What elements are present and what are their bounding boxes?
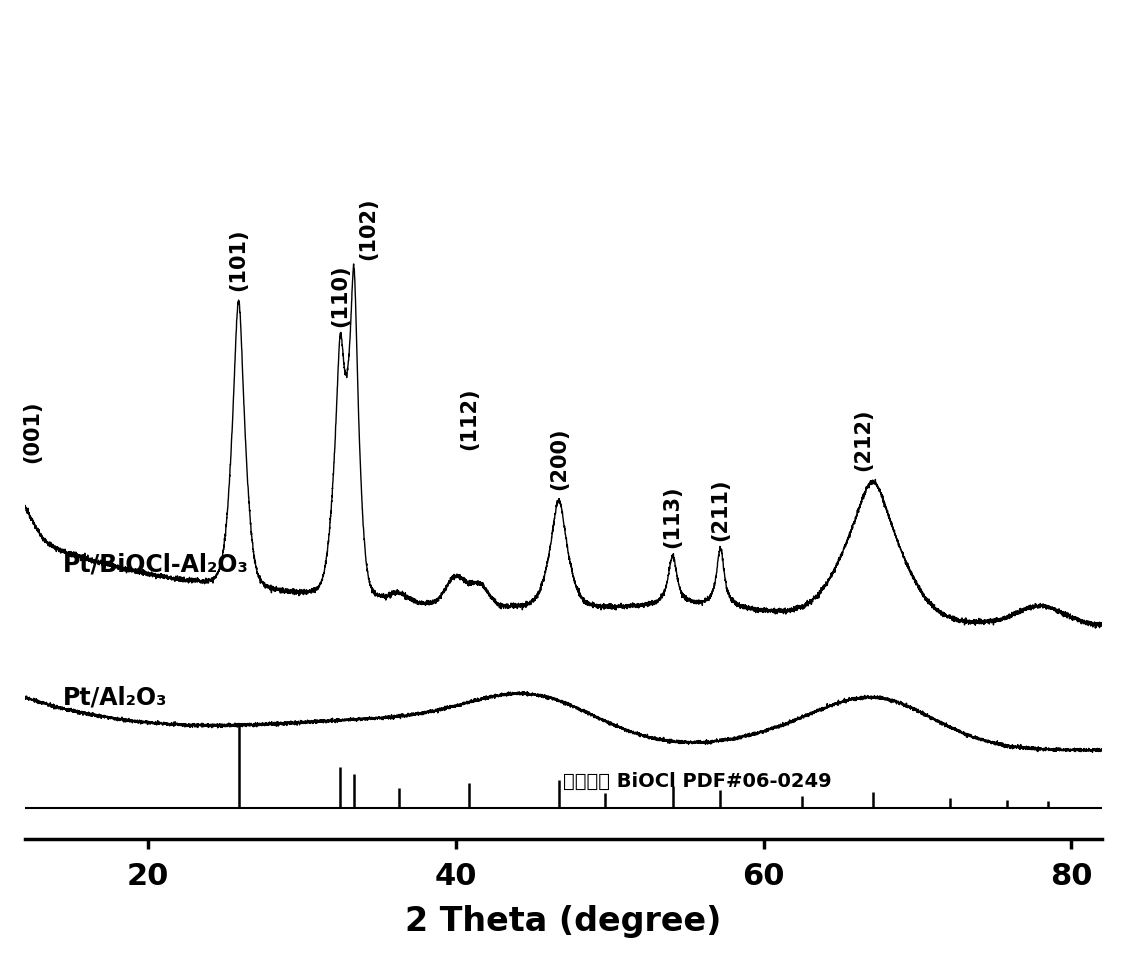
Text: (110): (110) [330,264,350,326]
Text: (112): (112) [459,387,480,450]
Text: (211): (211) [711,479,730,541]
Text: (212): (212) [853,409,874,471]
X-axis label: 2 Theta (degree): 2 Theta (degree) [405,905,722,938]
Text: (101): (101) [229,229,248,292]
Text: (102): (102) [358,198,378,260]
Text: (001): (001) [22,401,43,463]
Text: 标准卡片 BiOCl PDF#06-0249: 标准卡片 BiOCl PDF#06-0249 [564,772,832,791]
Text: Pt/BiOCl-Al₂O₃: Pt/BiOCl-Al₂O₃ [63,552,249,576]
Text: (113): (113) [663,485,683,549]
Text: Pt/Al₂O₃: Pt/Al₂O₃ [63,685,167,710]
Text: (200): (200) [549,428,568,490]
